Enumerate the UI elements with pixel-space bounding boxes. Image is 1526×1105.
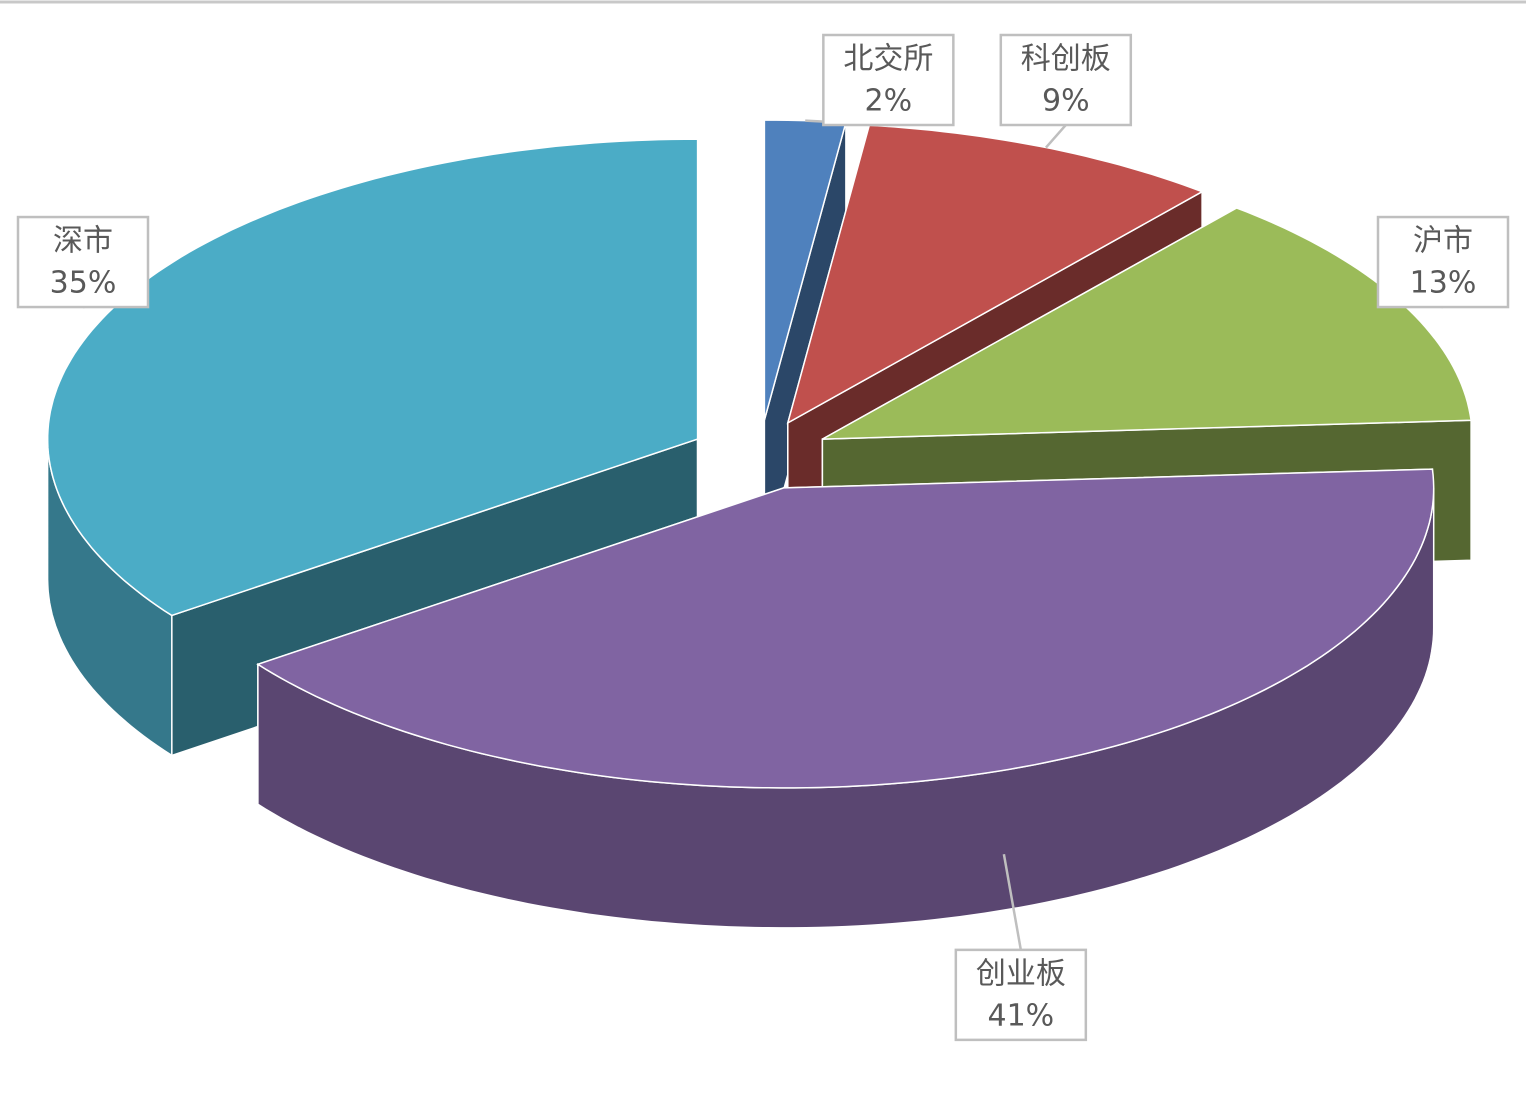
label-name: 创业板: [976, 956, 1066, 991]
label-box: [1376, 215, 1510, 309]
leader-line: [1002, 853, 1023, 951]
label-box: [822, 33, 955, 127]
slice: [256, 468, 1435, 929]
label-value: 35%: [50, 266, 117, 301]
label-box: [16, 215, 150, 309]
slice: [763, 119, 847, 561]
slice-top: [256, 468, 1435, 789]
label-value: 41%: [987, 998, 1054, 1033]
label-box: [954, 948, 1088, 1042]
label-name: 沪市: [1413, 224, 1473, 259]
label-value: 2%: [865, 84, 913, 119]
label-value: 13%: [1410, 266, 1477, 301]
label-value: 9%: [1042, 84, 1090, 119]
label-name: 北交所: [843, 42, 933, 77]
label-name: 深市: [53, 224, 113, 259]
label-name: 科创板: [1021, 42, 1111, 77]
leader-line: [1045, 124, 1067, 149]
label-box: [999, 33, 1133, 127]
